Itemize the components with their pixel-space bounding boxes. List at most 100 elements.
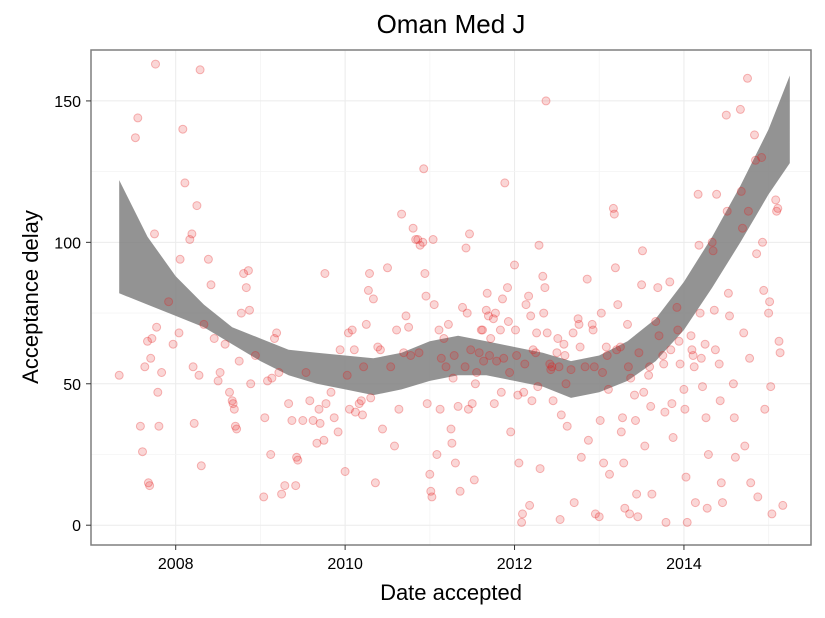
data-point — [538, 271, 548, 281]
x-tick-label: 2010 — [327, 556, 363, 573]
data-point — [514, 458, 524, 468]
data-point — [496, 387, 506, 397]
data-point — [157, 368, 167, 377]
data-point — [356, 396, 366, 406]
data-point — [778, 500, 788, 510]
data-point — [694, 240, 704, 250]
data-point — [722, 206, 732, 216]
data-point — [154, 421, 164, 431]
data-point — [576, 452, 586, 462]
data-point — [236, 308, 246, 318]
data-point — [520, 359, 530, 369]
data-point — [203, 254, 213, 264]
data-point — [773, 203, 783, 213]
data-point — [688, 351, 698, 360]
data-point — [645, 362, 655, 372]
data-point — [143, 336, 152, 346]
data-point — [305, 396, 315, 406]
data-point — [386, 362, 396, 372]
data-point — [542, 328, 552, 338]
data-point — [495, 325, 505, 335]
data-point — [366, 393, 376, 403]
data-point — [320, 269, 330, 278]
data-point — [206, 280, 216, 290]
data-point — [151, 59, 160, 69]
data-point — [419, 164, 429, 174]
data-point — [420, 269, 430, 278]
data-point — [175, 254, 185, 264]
data-point — [587, 319, 597, 329]
data-point — [545, 359, 555, 369]
data-point — [715, 396, 725, 406]
data-point — [228, 399, 238, 409]
data-point — [189, 418, 199, 428]
data-point — [260, 413, 270, 423]
data-point — [390, 441, 399, 451]
data-point — [673, 325, 683, 335]
data-point — [553, 334, 563, 343]
data-point — [674, 336, 684, 346]
data-point — [483, 311, 493, 321]
data-point — [298, 416, 308, 425]
data-point — [668, 433, 678, 442]
chart-title: Oman Med J — [377, 9, 526, 39]
data-point — [740, 441, 750, 451]
data-point — [215, 368, 225, 377]
data-point — [757, 153, 767, 162]
data-point — [462, 308, 472, 318]
data-point — [368, 294, 378, 304]
data-point — [174, 328, 184, 338]
data-point — [765, 297, 775, 307]
data-point — [596, 308, 606, 318]
data-point — [150, 229, 159, 239]
data-point — [234, 356, 244, 366]
data-point — [365, 269, 374, 278]
data-point — [435, 404, 445, 414]
data-point — [547, 362, 557, 372]
data-point — [114, 370, 124, 380]
data-point — [555, 515, 565, 524]
y-tick-label: 50 — [63, 377, 81, 394]
data-point — [404, 322, 414, 332]
data-point — [568, 328, 578, 338]
data-point — [185, 235, 195, 244]
data-point — [392, 325, 402, 335]
data-point — [751, 155, 760, 165]
data-point — [292, 452, 302, 462]
data-point — [653, 283, 663, 293]
data-point — [632, 489, 642, 499]
data-point — [467, 399, 477, 409]
data-point — [465, 229, 474, 239]
data-point — [521, 300, 531, 310]
data-point — [661, 517, 671, 527]
data-point — [470, 379, 480, 389]
data-point — [373, 342, 383, 352]
data-point — [345, 404, 354, 414]
data-point — [245, 305, 254, 315]
data-point — [702, 503, 712, 513]
data-point — [153, 387, 163, 397]
data-point — [759, 285, 769, 295]
data-point — [415, 240, 425, 250]
data-point — [472, 368, 482, 377]
data-point — [492, 356, 502, 366]
data-point — [199, 319, 209, 329]
data-point — [743, 73, 752, 83]
data-point — [511, 325, 520, 335]
data-point — [447, 438, 457, 448]
data-point — [147, 334, 157, 343]
data-point — [453, 401, 463, 411]
data-point — [130, 133, 140, 143]
data-point — [721, 110, 731, 120]
data-point — [394, 404, 404, 414]
data-point — [518, 509, 527, 519]
data-point — [658, 351, 668, 360]
data-point — [354, 399, 364, 409]
data-point — [605, 469, 614, 479]
data-point — [703, 450, 713, 459]
data-point — [534, 240, 544, 250]
data-point — [512, 351, 522, 360]
data-point — [458, 302, 467, 312]
data-point — [775, 348, 785, 358]
